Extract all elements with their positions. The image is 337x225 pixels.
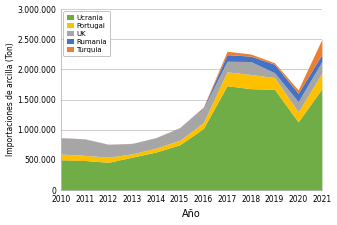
Y-axis label: Importaciones de arcilla (Ton): Importaciones de arcilla (Ton) (5, 43, 14, 156)
X-axis label: Año: Año (182, 209, 201, 219)
Legend: Ucrania, Portugal, UK, Rumania, Turquia: Ucrania, Portugal, UK, Rumania, Turquia (63, 11, 111, 56)
